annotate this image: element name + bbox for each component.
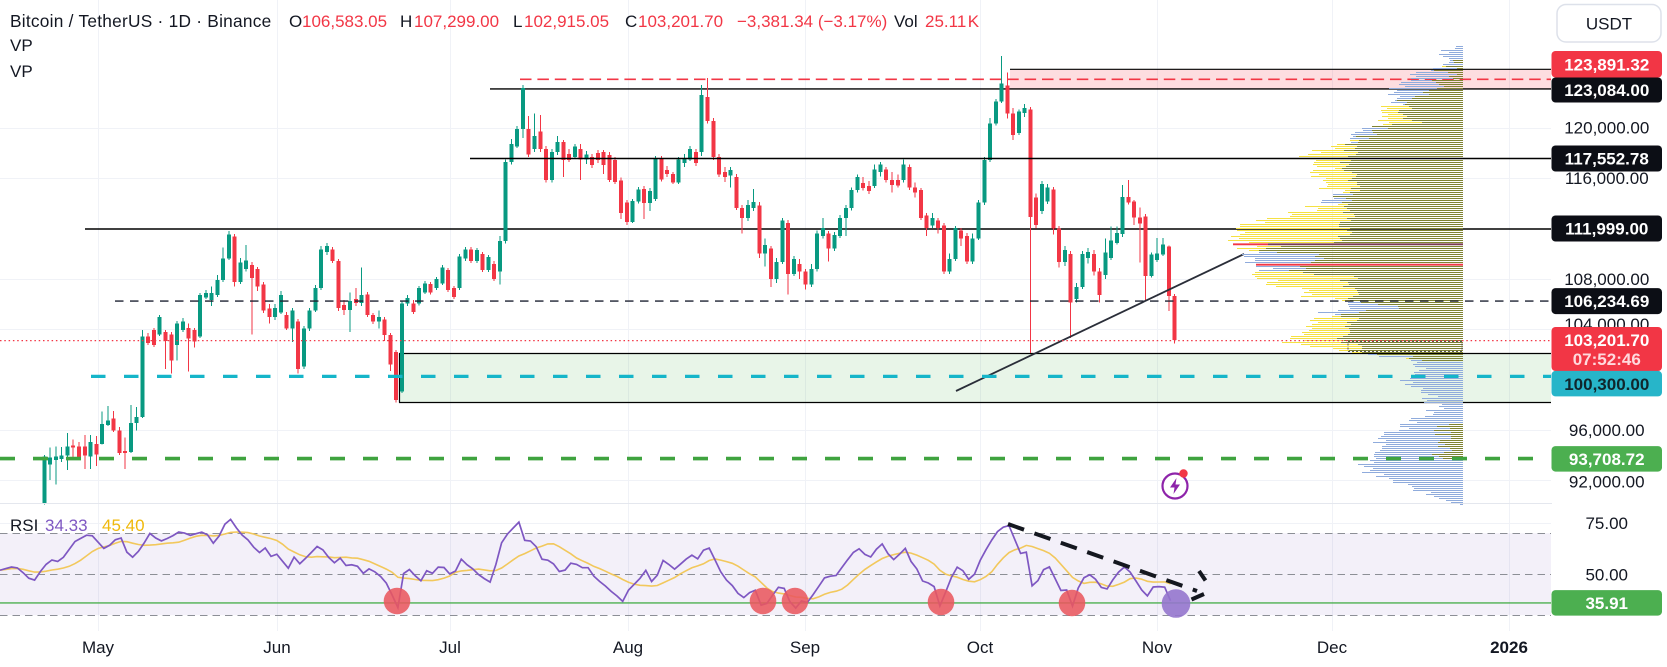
svg-text:Jun: Jun: [263, 638, 290, 657]
svg-text:45.40: 45.40: [102, 516, 145, 535]
svg-text:96,000.00: 96,000.00: [1569, 421, 1645, 440]
svg-text:Aug: Aug: [613, 638, 643, 657]
svg-text:Sep: Sep: [790, 638, 820, 657]
svg-text:VP: VP: [10, 36, 33, 55]
svg-text:50.00: 50.00: [1585, 565, 1628, 584]
svg-text:123,084.00: 123,084.00: [1564, 81, 1649, 100]
svg-text:100,300.00: 100,300.00: [1564, 375, 1649, 394]
svg-text:34.33: 34.33: [45, 516, 88, 535]
svg-text:103,201.70: 103,201.70: [1564, 331, 1649, 350]
svg-text:111,999.00: 111,999.00: [1565, 220, 1648, 239]
svg-text:93,708.72: 93,708.72: [1569, 450, 1645, 469]
svg-text:120,000.00: 120,000.00: [1564, 119, 1649, 138]
svg-text:07:52:46: 07:52:46: [1573, 350, 1641, 369]
svg-text:106,234.69: 106,234.69: [1564, 292, 1649, 311]
svg-text:USDT: USDT: [1586, 15, 1632, 34]
svg-text:75.00: 75.00: [1585, 514, 1628, 533]
svg-text:Dec: Dec: [1317, 638, 1348, 657]
svg-text:Nov: Nov: [1142, 638, 1173, 657]
svg-text:117,552.78: 117,552.78: [1565, 150, 1649, 169]
svg-text:123,891.32: 123,891.32: [1564, 55, 1649, 74]
svg-text:108,000.00: 108,000.00: [1564, 270, 1649, 289]
svg-text:Jul: Jul: [439, 638, 461, 657]
svg-text:2026: 2026: [1490, 638, 1528, 657]
svg-text:92,000.00: 92,000.00: [1569, 473, 1645, 492]
svg-text:VP: VP: [10, 62, 33, 81]
svg-text:RSI: RSI: [10, 516, 38, 535]
svg-text:116,000.00: 116,000.00: [1565, 169, 1649, 188]
svg-text:Oct: Oct: [967, 638, 994, 657]
svg-text:Bitcoin / TetherUS · 1D · Bina: Bitcoin / TetherUS · 1D · Binance: [10, 11, 272, 31]
svg-text:May: May: [82, 638, 115, 657]
svg-text:35.91: 35.91: [1585, 594, 1628, 613]
